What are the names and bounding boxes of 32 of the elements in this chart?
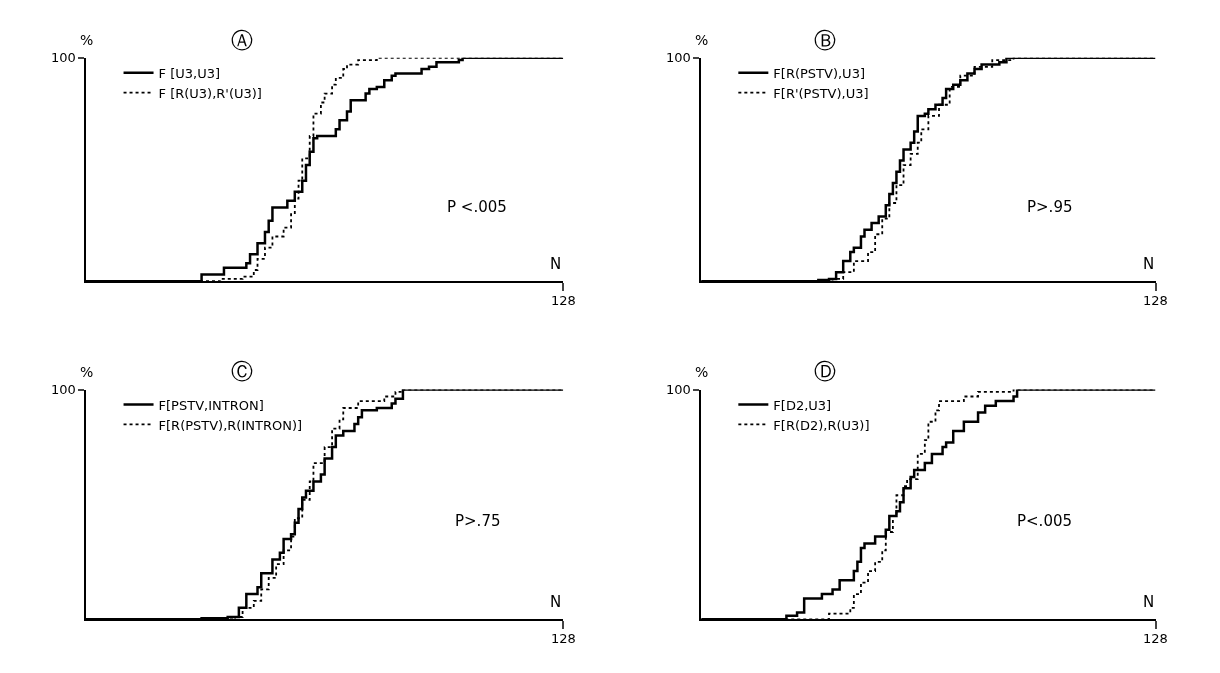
y-axis-title: %	[695, 32, 709, 48]
x-axis-title: N	[550, 593, 562, 611]
annotation: P>.95	[1027, 198, 1073, 216]
legend-label: F[R(PSTV),U3]	[773, 65, 865, 81]
x-axis-title: N	[1143, 255, 1155, 273]
legend-label: F[R(D2),R(U3)]	[773, 417, 870, 433]
annotation: P <.005	[447, 198, 507, 216]
text: 128	[1143, 293, 1168, 308]
y-axis-title: %	[80, 364, 94, 380]
y-axis-title: %	[695, 364, 709, 380]
legend-label: F [R(U3),R'(U3)]	[158, 85, 262, 101]
legend-label: F[PSTV,INTRON]	[158, 397, 264, 413]
legend-label: F[R(PSTV),R(INTRON)]	[158, 417, 303, 433]
text: 100	[51, 382, 76, 397]
x-axis-title: N	[550, 255, 562, 273]
legend-label: F [U3,U3]	[158, 65, 221, 81]
x-axis-title: N	[1143, 593, 1155, 611]
chart-title: Ⓓ	[814, 359, 836, 384]
text: 100	[51, 50, 76, 65]
legend-label: F[R'(PSTV),U3]	[773, 85, 869, 101]
text: 100	[666, 382, 691, 397]
annotation: P<.005	[1017, 512, 1073, 530]
chart-title: Ⓒ	[231, 359, 253, 384]
chart-title: Ⓐ	[231, 28, 253, 53]
annotation: P>.75	[455, 512, 501, 530]
legend-label: F[D2,U3]	[773, 397, 832, 413]
text: 128	[1143, 631, 1168, 646]
text: 128	[551, 631, 576, 646]
text: 100	[666, 50, 691, 65]
text: 128	[551, 293, 576, 308]
y-axis-title: %	[80, 32, 94, 48]
chart-title: Ⓑ	[814, 28, 836, 53]
